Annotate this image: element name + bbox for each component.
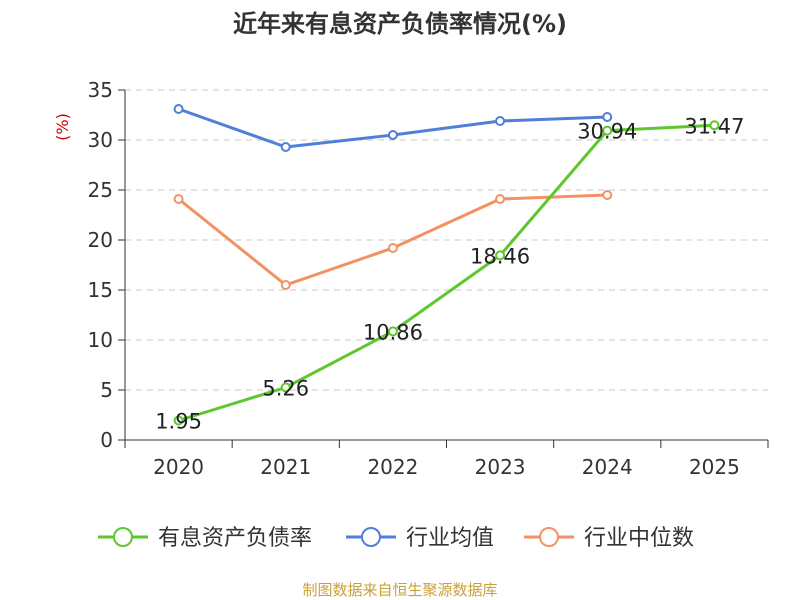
data-label: 5.26 xyxy=(262,376,309,400)
data-label: 31.47 xyxy=(684,114,744,138)
data-point xyxy=(280,142,291,152)
y-tick-labels: 0 5 10 15 20 25 30 35 xyxy=(88,78,113,452)
data-point xyxy=(173,194,184,204)
x-tick-labels: 2020 2021 2022 2023 2024 2025 xyxy=(153,455,740,479)
data-label: 1.95 xyxy=(155,410,202,434)
data-point xyxy=(495,194,506,204)
y-tick-label: 20 xyxy=(88,228,113,252)
series-line xyxy=(178,123,715,422)
legend-label: 行业均值 xyxy=(406,526,494,551)
data-label: 10.86 xyxy=(363,320,423,344)
chart-title: 近年来有息资产负债率情况(%) xyxy=(233,10,567,38)
data-point xyxy=(387,326,398,337)
legend-marker xyxy=(361,527,381,547)
legend-marker xyxy=(113,527,133,547)
data-point xyxy=(602,190,613,200)
y-tick-label: 35 xyxy=(88,78,113,102)
data-point xyxy=(709,120,720,131)
y-axis-label: (%) xyxy=(53,113,72,141)
y-tick-label: 25 xyxy=(88,178,113,202)
series-0 xyxy=(173,120,720,426)
axes xyxy=(118,89,769,448)
x-tick-label: 2024 xyxy=(582,455,633,479)
series-2 xyxy=(173,190,613,290)
data-labels: 1.95 5.26 10.86 18.46 30.94 31.47 xyxy=(155,114,744,433)
source-note: 制图数据来自恒生聚源数据库 xyxy=(302,581,497,599)
data-point xyxy=(495,250,506,261)
y-tick-label: 15 xyxy=(88,278,113,302)
data-label: 30.94 xyxy=(577,120,637,144)
grid-lines xyxy=(125,89,768,391)
x-tick-label: 2025 xyxy=(689,455,740,479)
y-tick-label: 0 xyxy=(100,428,113,452)
legend-item-1: 行业均值 xyxy=(346,526,494,551)
legend-label: 行业中位数 xyxy=(584,526,694,551)
x-tick-label: 2020 xyxy=(153,455,204,479)
data-point xyxy=(173,415,184,426)
data-point xyxy=(280,382,291,393)
legend-label: 有息资产负债率 xyxy=(158,526,312,551)
data-point xyxy=(280,280,291,290)
y-tick-label: 5 xyxy=(100,378,113,402)
data-point xyxy=(173,104,184,114)
series-1 xyxy=(173,104,613,152)
series-group xyxy=(173,104,720,426)
x-tick-label: 2021 xyxy=(260,455,311,479)
data-point xyxy=(495,116,506,126)
data-point xyxy=(387,130,398,140)
data-point xyxy=(602,112,613,122)
legend-item-2: 行业中位数 xyxy=(524,526,694,551)
legend: 有息资产负债率 行业均值 行业中位数 xyxy=(98,526,694,551)
y-tick-label: 30 xyxy=(88,128,113,152)
data-point xyxy=(602,125,613,136)
x-tick-label: 2022 xyxy=(367,455,418,479)
data-point xyxy=(387,243,398,253)
legend-item-0: 有息资产负债率 xyxy=(98,526,312,551)
series-line xyxy=(178,107,608,149)
data-label: 18.46 xyxy=(470,244,530,268)
x-tick-label: 2023 xyxy=(475,455,526,479)
legend-marker xyxy=(539,527,559,547)
y-tick-label: 10 xyxy=(88,328,113,352)
